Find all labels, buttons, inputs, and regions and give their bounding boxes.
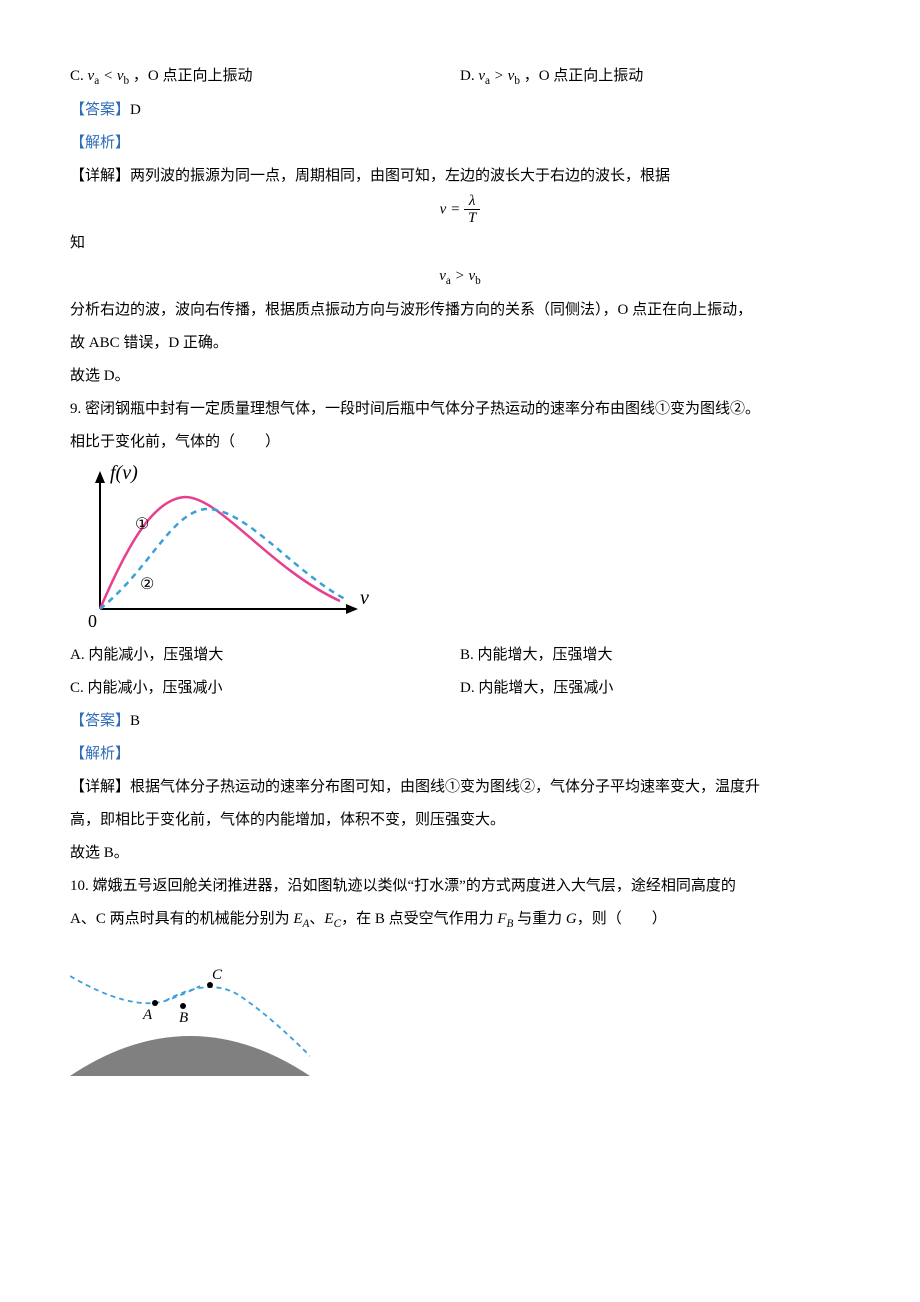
q10-trajectory-diagram: A B C — [70, 936, 310, 1076]
q9-option-c: C. 内能减小，压强减小 — [70, 672, 460, 705]
ea: E — [293, 911, 302, 927]
answer-label: 【答案】 — [70, 102, 130, 118]
q8-formula-v: v = λT — [70, 193, 850, 227]
q9-option-d: D. 内能增大，压强减小 — [460, 672, 850, 705]
formula-num: λ — [464, 193, 480, 211]
q8-option-c: C. va < vb ，O 点正向上振动 — [70, 60, 460, 94]
ineq-a: a — [446, 275, 451, 287]
q10-stem1b: A、C 两点时具有的机械能分别为 EA、EC，在 B 点受空气作用力 FB 与重… — [70, 903, 850, 937]
svg-text:C: C — [212, 967, 223, 983]
svg-text:B: B — [179, 1010, 188, 1026]
ineq-va: v — [439, 268, 446, 284]
ec-sub: C — [334, 918, 342, 930]
svg-text:f(v): f(v) — [110, 462, 138, 484]
q8-know: 知 — [70, 227, 850, 260]
lt: < — [103, 68, 117, 84]
opt-d-tail: ，O 点正向上振动 — [524, 68, 644, 84]
q9-stem1: 9. 密闭钢瓶中封有一定质量理想气体，一段时间后瓶中气体分子热运动的速率分布由图… — [70, 393, 850, 426]
q9-analysis-label: 【解析】 — [70, 738, 850, 771]
vb-sub: b — [123, 75, 129, 87]
answer-value: D — [130, 102, 141, 118]
q9-answer: 【答案】B — [70, 705, 850, 738]
vb2-sub: b — [514, 75, 520, 87]
opt-d-label: D. — [460, 68, 478, 84]
svg-text:②: ② — [140, 576, 154, 593]
q9-detail1: 【详解】根据气体分子热运动的速率分布图可知，由图线①变为图线②，气体分子平均速率… — [70, 771, 850, 804]
q9-speed-distribution-chart: f(v) v 0 ① ② — [70, 459, 370, 639]
q8-options-row: C. va < vb ，O 点正向上振动 D. va > vb ，O 点正向上振… — [70, 60, 850, 94]
q9-select: 故选 B。 — [70, 837, 850, 870]
tail: ，则（ ） — [577, 911, 667, 927]
q10-pre: A、C 两点时具有的机械能分别为 — [70, 911, 293, 927]
q9-option-b: B. 内能增大，压强增大 — [460, 639, 850, 672]
svg-text:A: A — [142, 1007, 153, 1023]
q9-detail2: 高，即相比于变化前，气体的内能增加，体积不变，则压强变大。 — [70, 804, 850, 837]
svg-text:0: 0 — [88, 611, 97, 631]
q8-option-d: D. va > vb ，O 点正向上振动 — [460, 60, 850, 94]
formula-eq: = — [446, 201, 464, 217]
ec: E — [324, 911, 333, 927]
ineq-gt: > — [455, 268, 469, 284]
svg-text:v: v — [360, 587, 369, 609]
answer-value: B — [130, 713, 140, 729]
q8-inequality: va > vb — [70, 260, 850, 294]
q9-stem2: 相比于变化前，气体的（ ） — [70, 426, 850, 459]
q9-options-row2: C. 内能减小，压强减小 D. 内能增大，压强减小 — [70, 672, 850, 705]
q8-answer: 【答案】D — [70, 94, 850, 127]
fb: F — [497, 911, 506, 927]
gt: > — [494, 68, 508, 84]
ineq-b: b — [475, 275, 481, 287]
g: G — [566, 911, 577, 927]
q9-options-row1: A. 内能减小，压强增大 B. 内能增大，压强增大 — [70, 639, 850, 672]
q8-select: 故选 D。 — [70, 360, 850, 393]
va2: v — [478, 68, 485, 84]
formula-den: T — [464, 210, 480, 227]
sep: 、 — [309, 911, 324, 927]
opt-c-tail: ，O 点正向上振动 — [133, 68, 253, 84]
formula-frac: λT — [464, 193, 480, 227]
q9-option-a: A. 内能减小，压强增大 — [70, 639, 460, 672]
va2-sub: a — [485, 75, 490, 87]
q8-analysis-label: 【解析】 — [70, 127, 850, 160]
opt-c-label: C. — [70, 68, 88, 84]
q8-conclusion1: 分析右边的波，波向右传播，根据质点振动方向与波形传播方向的关系（同侧法），O 点… — [70, 294, 850, 327]
answer-label: 【答案】 — [70, 713, 130, 729]
va-sub: a — [94, 75, 99, 87]
q8-conclusion2: 故 ABC 错误，D 正确。 — [70, 327, 850, 360]
mid: ，在 B 点受空气作用力 — [341, 911, 497, 927]
svg-text:①: ① — [135, 516, 149, 533]
q8-detail-lead: 【详解】两列波的振源为同一点，周期相同，由图可知，左边的波长大于右边的波长，根据 — [70, 160, 850, 193]
q10-stem1a: 10. 嫦娥五号返回舱关闭推进器，沿如图轨迹以类似“打水漂”的方式两度进入大气层… — [70, 870, 850, 903]
and: 与重力 — [513, 911, 566, 927]
